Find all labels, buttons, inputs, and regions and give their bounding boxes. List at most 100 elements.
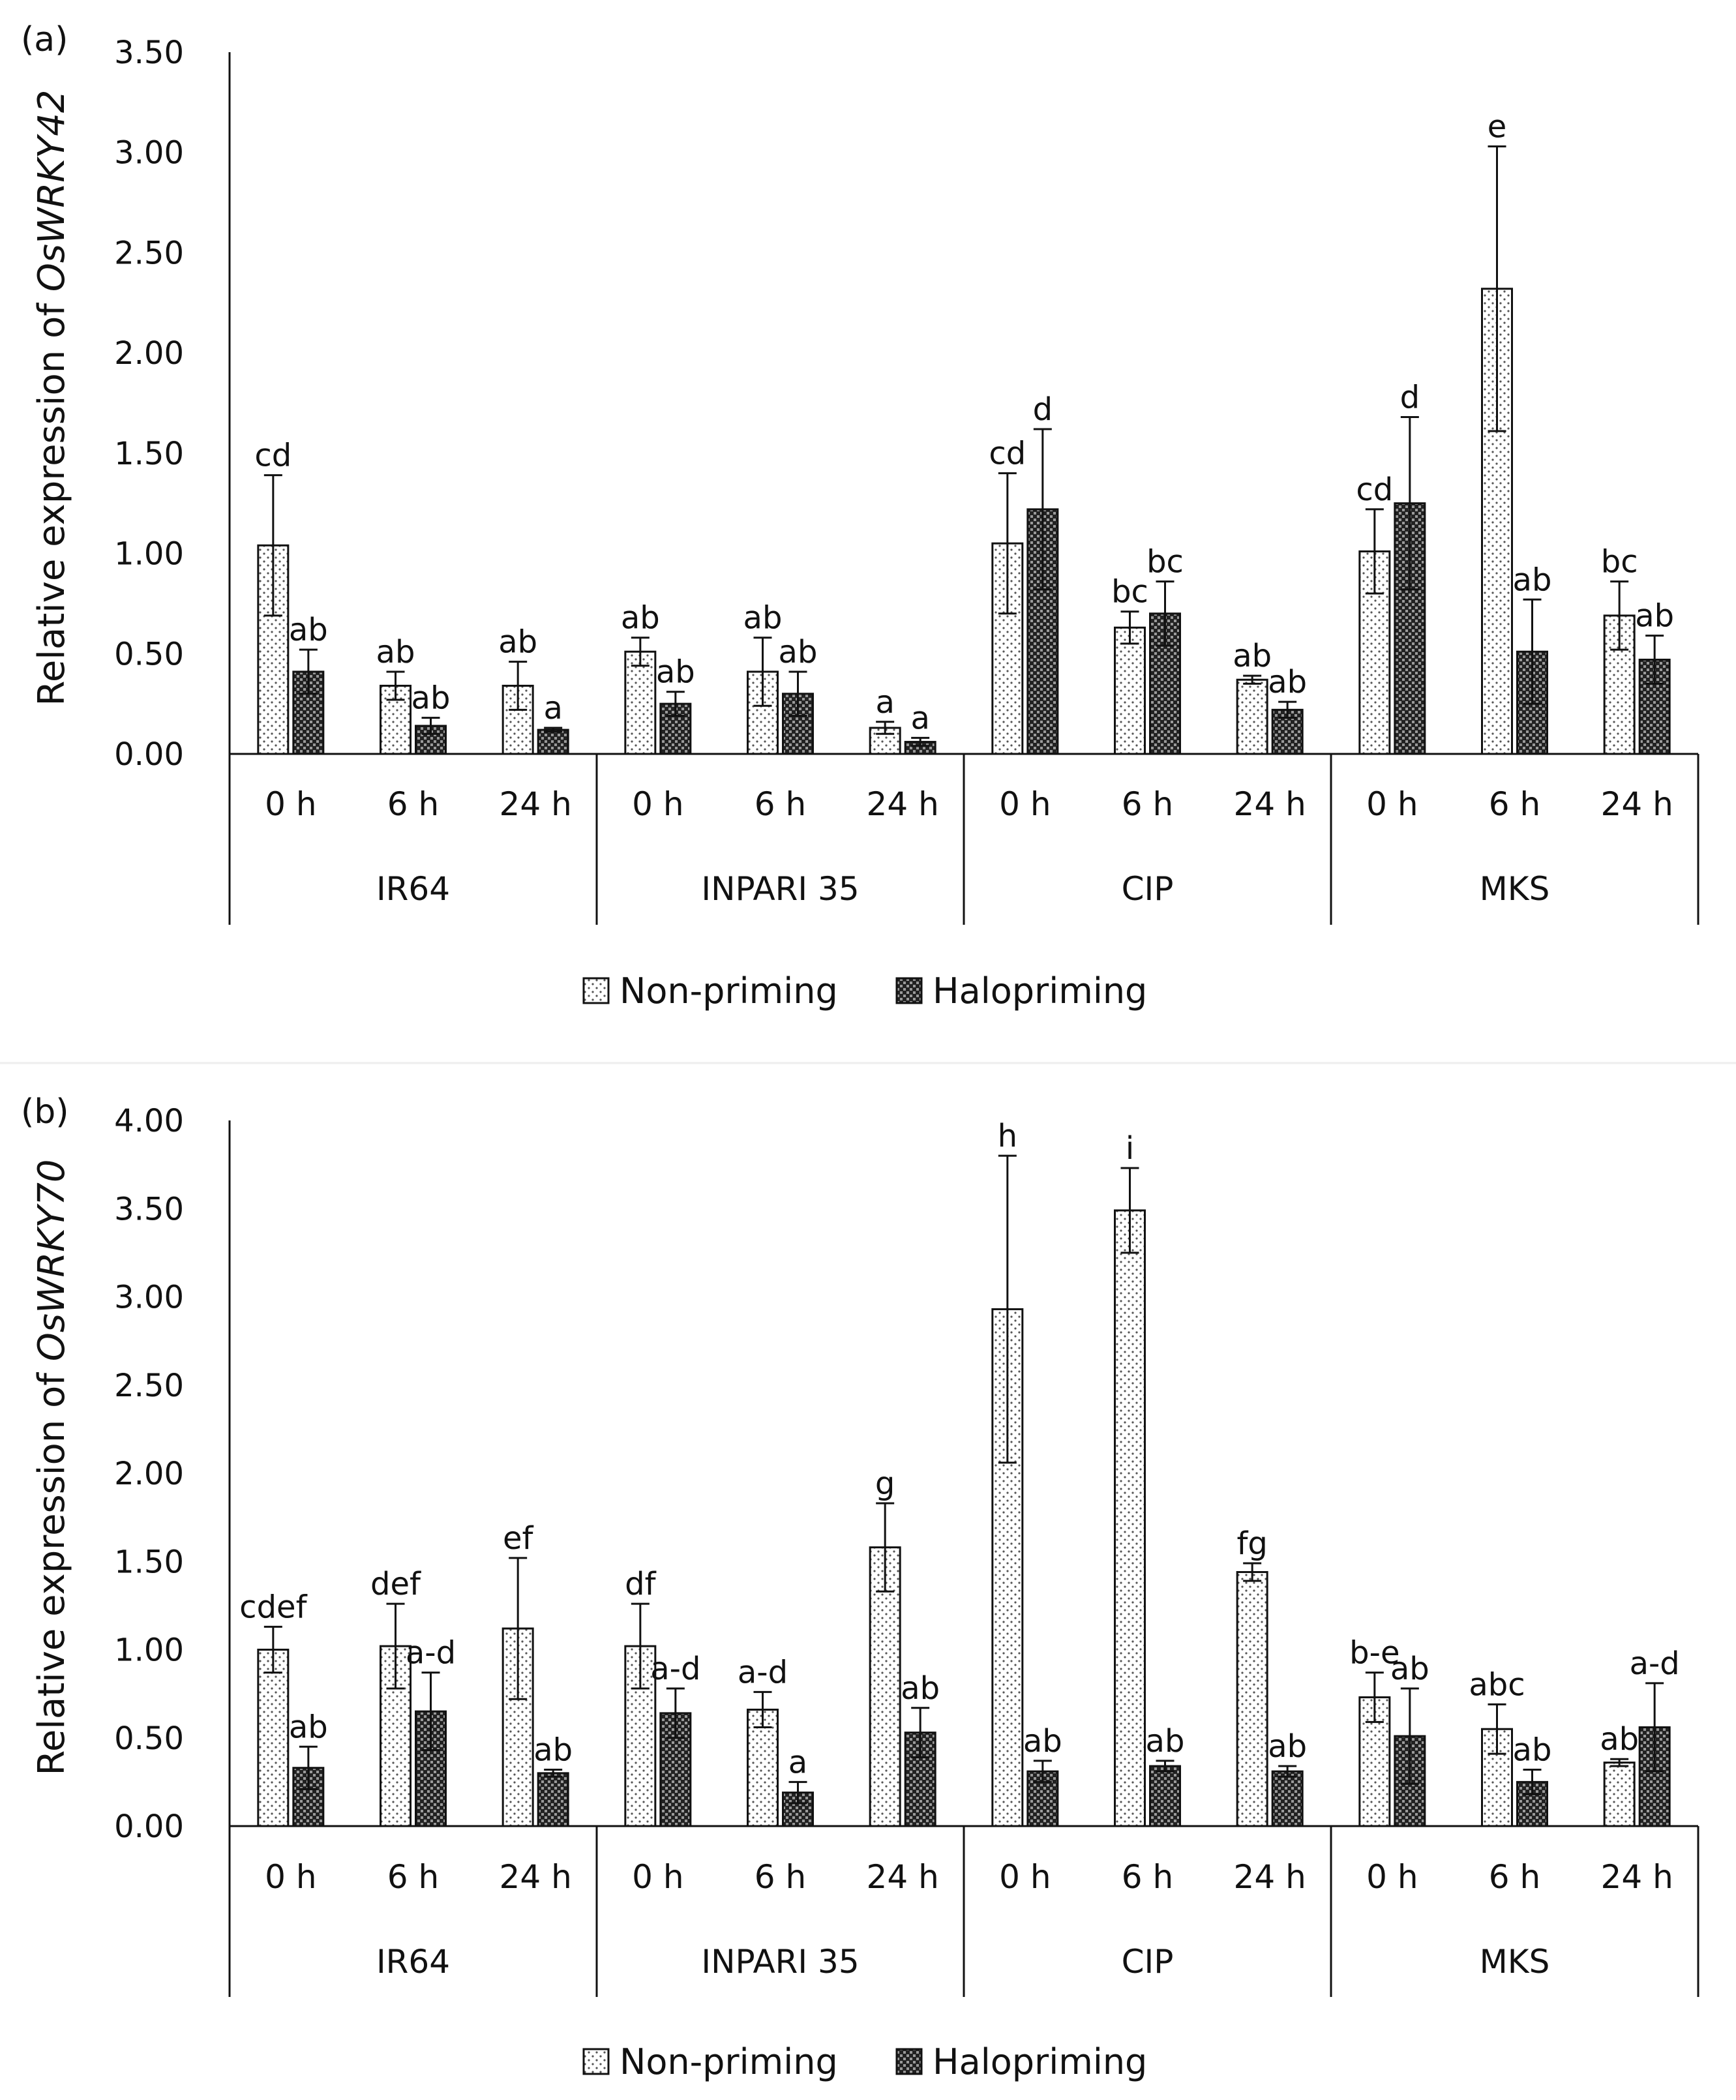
y-tick-label: 0.50	[114, 1720, 184, 1757]
significance-letter: ab	[1513, 1732, 1552, 1768]
chart-panel-b: (b) Relative expression of OsWRKY70 0.00…	[21, 1092, 1699, 2082]
panel-label: (b)	[21, 1092, 69, 1132]
significance-letter: bc	[1601, 544, 1638, 580]
significance-letter: bc	[1146, 544, 1184, 580]
panel-label: (a)	[21, 20, 68, 59]
y-axis-title: Relative expression of OsWRKY70	[31, 1159, 73, 1775]
significance-letter: fg	[1236, 1525, 1267, 1562]
significance-letter: a-d	[406, 1635, 456, 1672]
significance-letter: a	[875, 684, 894, 721]
significance-letter: ab	[289, 612, 328, 648]
legend-swatch-non-priming	[582, 2048, 610, 2075]
x-axis-categories: IR64 0 h 6 h 24 h INPARI 35 0 h 6 h 24 h CIP 0 h 6…	[228, 754, 1699, 925]
x-time-label: 6 h	[1122, 1858, 1173, 1896]
y-tick-label: 2.00	[114, 335, 184, 372]
bar-non-priming	[747, 1708, 779, 1827]
x-time-label: 6 h	[1489, 785, 1540, 823]
significance-letter: ab	[1146, 1723, 1185, 1760]
y-tick-label: 1.50	[114, 436, 184, 472]
significance-letter: ab	[1268, 1728, 1307, 1765]
x-group-label: INPARI 35	[701, 870, 859, 908]
x-time-label: 6 h	[755, 785, 806, 823]
chart-panel-a: (a) Relative expression of OsWRKY42 0.00…	[21, 20, 1699, 1012]
x-time-label: 0 h	[999, 1858, 1051, 1896]
bar-non-priming	[1236, 678, 1268, 755]
x-time-label: 6 h	[387, 785, 439, 823]
significance-letter: abc	[1469, 1666, 1525, 1703]
significance-letter: a-d	[1630, 1645, 1680, 1682]
y-tick-label: 3.00	[114, 1280, 184, 1316]
y-tick-label: 1.00	[114, 1632, 184, 1669]
significance-letter: a-d	[738, 1654, 788, 1690]
bar-non-priming	[1114, 1209, 1146, 1827]
bar-halopriming	[537, 1772, 569, 1827]
legend-label-halopriming: Halopriming	[933, 2041, 1147, 2082]
legend-swatch-halopriming	[895, 977, 923, 1004]
significance-letter: d	[1033, 391, 1053, 428]
bar-non-priming	[257, 1649, 290, 1827]
significance-letter: b-e	[1349, 1635, 1399, 1672]
significance-letter: a	[543, 690, 562, 727]
significance-letter: ab	[779, 634, 818, 670]
legend-label-non-priming: Non-priming	[620, 2041, 838, 2082]
y-tick-label: 0.00	[114, 1808, 184, 1845]
x-group-label: CIP	[1122, 870, 1174, 908]
legend-swatch-non-priming	[582, 977, 610, 1004]
x-time-label: 6 h	[755, 1858, 806, 1896]
x-time-label: 0 h	[265, 1858, 316, 1896]
significance-letter: ab	[656, 654, 695, 691]
significance-letter: ab	[901, 1670, 940, 1707]
bar-non-priming	[624, 650, 657, 755]
significance-letter: i	[1126, 1130, 1134, 1167]
y-axis-title-gene: OsWRKY70	[31, 1159, 73, 1361]
legend-label-halopriming: Halopriming	[933, 970, 1147, 1012]
y-tick-label: 2.00	[114, 1456, 184, 1492]
significance-letter: ab	[1023, 1723, 1062, 1760]
y-axis-title: Relative expression of OsWRKY42	[31, 89, 73, 706]
legend-swatch-halopriming	[895, 2048, 923, 2075]
x-time-label: 6 h	[1489, 1858, 1540, 1896]
significance-letter: ab	[1390, 1651, 1429, 1687]
significance-letter: ab	[743, 600, 783, 637]
x-group-label: MKS	[1480, 870, 1550, 908]
significance-letter: ab	[1635, 598, 1674, 635]
x-time-label: 0 h	[1366, 1858, 1418, 1896]
x-time-label: 24 h	[500, 1858, 572, 1896]
x-time-label: 24 h	[867, 1858, 939, 1896]
significance-letter: ab	[621, 600, 660, 637]
x-axis-categories: IR64 0 h 6 h 24 h INPARI 35 0 h 6 h 24 h CIP 0 h 6…	[228, 1826, 1699, 1997]
significance-letter: h	[998, 1118, 1017, 1154]
x-group-label: INPARI 35	[701, 1943, 859, 1981]
bar-halopriming	[537, 728, 569, 755]
y-tick-label: 3.00	[114, 135, 184, 172]
legend-label-non-priming: Non-priming	[620, 970, 838, 1012]
x-group-label: CIP	[1122, 1943, 1174, 1981]
significance-letter: ab	[1600, 1721, 1639, 1758]
x-time-label: 6 h	[1122, 785, 1173, 823]
y-tick-label: 2.50	[114, 235, 184, 271]
x-time-label: 0 h	[632, 785, 683, 823]
significance-letter: df	[625, 1566, 656, 1602]
y-tick-label: 0.00	[114, 736, 184, 773]
significance-letter: ab	[289, 1709, 328, 1745]
significance-letter: bc	[1111, 574, 1148, 610]
bar-non-priming	[1236, 1570, 1268, 1827]
x-time-label: 0 h	[999, 785, 1051, 823]
bar-halopriming	[1149, 612, 1181, 755]
x-group-label: MKS	[1480, 1943, 1550, 1981]
y-tick-label: 0.50	[114, 636, 184, 672]
significance-letter: cd	[254, 438, 292, 474]
legend: Non-priming Halopriming	[582, 2041, 1147, 2082]
significance-letter: cdef	[239, 1589, 307, 1625]
significance-letter: ab	[1233, 638, 1272, 674]
significance-letter: ab	[533, 1732, 573, 1768]
bar-non-priming	[1603, 1762, 1636, 1827]
x-time-label: 0 h	[265, 785, 316, 823]
significance-letter: e	[1488, 108, 1507, 145]
y-axis-ticks: 0.00 0.50 1.00 1.50 2.00 2.50 3.00 3.50	[114, 35, 184, 773]
bar-halopriming	[1149, 1765, 1181, 1827]
significance-letter: ab	[376, 634, 415, 670]
significance-letter: a-d	[650, 1651, 700, 1687]
